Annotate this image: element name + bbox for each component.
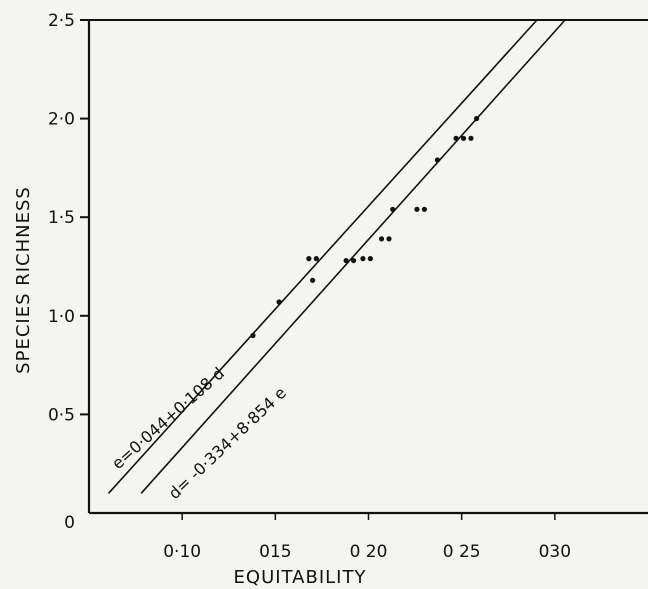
data-points — [250, 116, 480, 339]
data-point — [306, 256, 312, 262]
data-point — [310, 277, 316, 283]
data-point — [453, 135, 459, 141]
data-point — [473, 116, 480, 122]
data-point — [360, 256, 366, 262]
x-axis-title: EQUITABILITY — [234, 567, 367, 588]
data-point — [367, 256, 373, 262]
data-point — [250, 332, 256, 339]
data-point — [378, 236, 385, 242]
x-tick-label: 015 — [259, 542, 291, 562]
regression-line-2 — [140, 19, 566, 494]
data-point — [313, 256, 319, 262]
data-point — [434, 157, 441, 163]
x-tick-label: 0·10 — [163, 542, 201, 562]
x-tick-label: 0 20 — [350, 542, 388, 562]
data-point — [390, 206, 396, 212]
y-tick-label: 0 — [64, 513, 75, 533]
data-point — [350, 257, 357, 264]
data-point — [276, 299, 282, 305]
x-tick-label: 0 25 — [443, 542, 481, 562]
y-ticks: 0 0·5 1·0 1·5 2·0 2·5 — [48, 11, 89, 533]
y-tick-label: 1·5 — [48, 208, 75, 228]
regression-line-1 — [107, 19, 538, 494]
regression-lines — [107, 19, 566, 494]
data-point — [460, 135, 467, 141]
data-point — [468, 135, 474, 141]
y-tick-label: 1·0 — [48, 307, 75, 327]
data-point — [386, 236, 392, 242]
x-ticks: 0·10 015 0 20 0 25 030 — [163, 513, 571, 562]
y-tick-label: 2·5 — [48, 11, 75, 31]
data-point — [414, 206, 420, 212]
y-tick-label: 0·5 — [48, 405, 75, 425]
x-tick-label: 030 — [539, 542, 571, 562]
y-tick-label: 2·0 — [48, 110, 75, 130]
data-point — [421, 206, 427, 212]
data-point — [343, 257, 349, 264]
y-axis-title: SPECIES RICHNESS — [13, 186, 34, 374]
